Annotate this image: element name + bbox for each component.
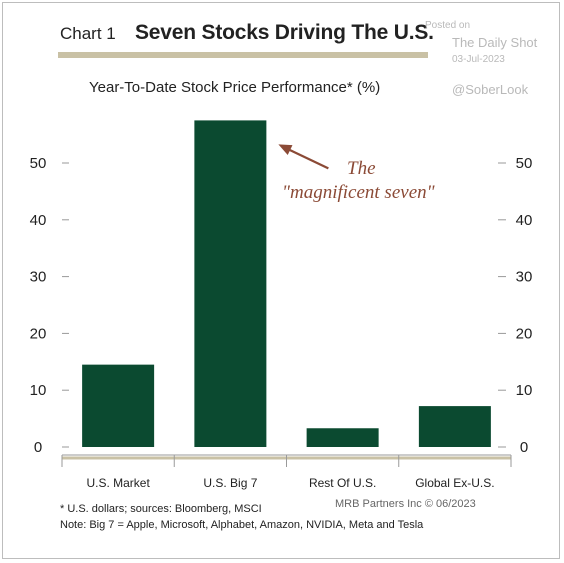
annotation-line-1: The — [347, 158, 376, 179]
bar-global-ex-u-s — [418, 406, 491, 447]
y-tick-left-label: 20 — [30, 325, 47, 342]
annotation: The "magnificent seven" — [278, 144, 436, 203]
chart-frame — [2, 2, 560, 559]
y-tick-left-label: 10 — [30, 382, 47, 399]
annotation-arrowhead — [278, 144, 293, 155]
y-tick-right-label: 50 — [516, 155, 533, 172]
title-underline — [58, 52, 428, 58]
watermark-source: The Daily Shot — [452, 35, 538, 50]
footnote-big7: Note: Big 7 = Apple, Microsoft, Alphabet… — [60, 519, 424, 531]
x-tick-label: Global Ex-U.S. — [415, 476, 494, 490]
bar-series — [82, 120, 491, 448]
y-axis-right: 0 10 20 30 40 50 — [498, 155, 532, 456]
y-tick-right-label: 20 — [516, 325, 533, 342]
credit: MRB Partners Inc © 06/2023 — [335, 498, 476, 510]
chart-title: Seven Stocks Driving The U.S. — [135, 21, 434, 44]
footnote-sources: * U.S. dollars; sources: Bloomberg, MSCI — [60, 503, 262, 515]
bar-rest-of-u-s — [306, 428, 379, 447]
bar-u-s-big-7 — [194, 120, 267, 448]
x-tick-label: Rest Of U.S. — [309, 476, 376, 490]
x-tick-label: U.S. Big 7 — [203, 476, 257, 490]
y-tick-right-label: 40 — [516, 212, 533, 229]
y-tick-left-label: 50 — [30, 155, 47, 172]
watermark-posted: Posted on — [425, 20, 471, 31]
annotation-line-2: "magnificent seven" — [282, 182, 436, 203]
y-tick-left-label: 0 — [34, 439, 42, 456]
y-tick-right-label: 10 — [516, 382, 533, 399]
chart-number: Chart 1 — [60, 24, 116, 43]
bar-u-s-market — [82, 364, 155, 447]
y-axis-left: 0 10 20 30 40 50 — [30, 155, 69, 456]
watermark-date: 03-Jul-2023 — [452, 54, 505, 65]
annotation-arrow — [285, 147, 329, 170]
y-tick-right-label: 30 — [516, 269, 533, 286]
watermark-handle: @SoberLook — [452, 82, 529, 97]
y-tick-left-label: 40 — [30, 212, 47, 229]
y-tick-left-label: 30 — [30, 269, 47, 286]
x-axis: U.S. Market U.S. Big 7 Rest Of U.S. Global … — [61, 454, 512, 490]
x-tick-label: U.S. Market — [86, 476, 150, 490]
y-tick-right-label: 0 — [520, 439, 528, 456]
chart-subtitle: Year-To-Date Stock Price Performance* (%… — [89, 79, 381, 96]
